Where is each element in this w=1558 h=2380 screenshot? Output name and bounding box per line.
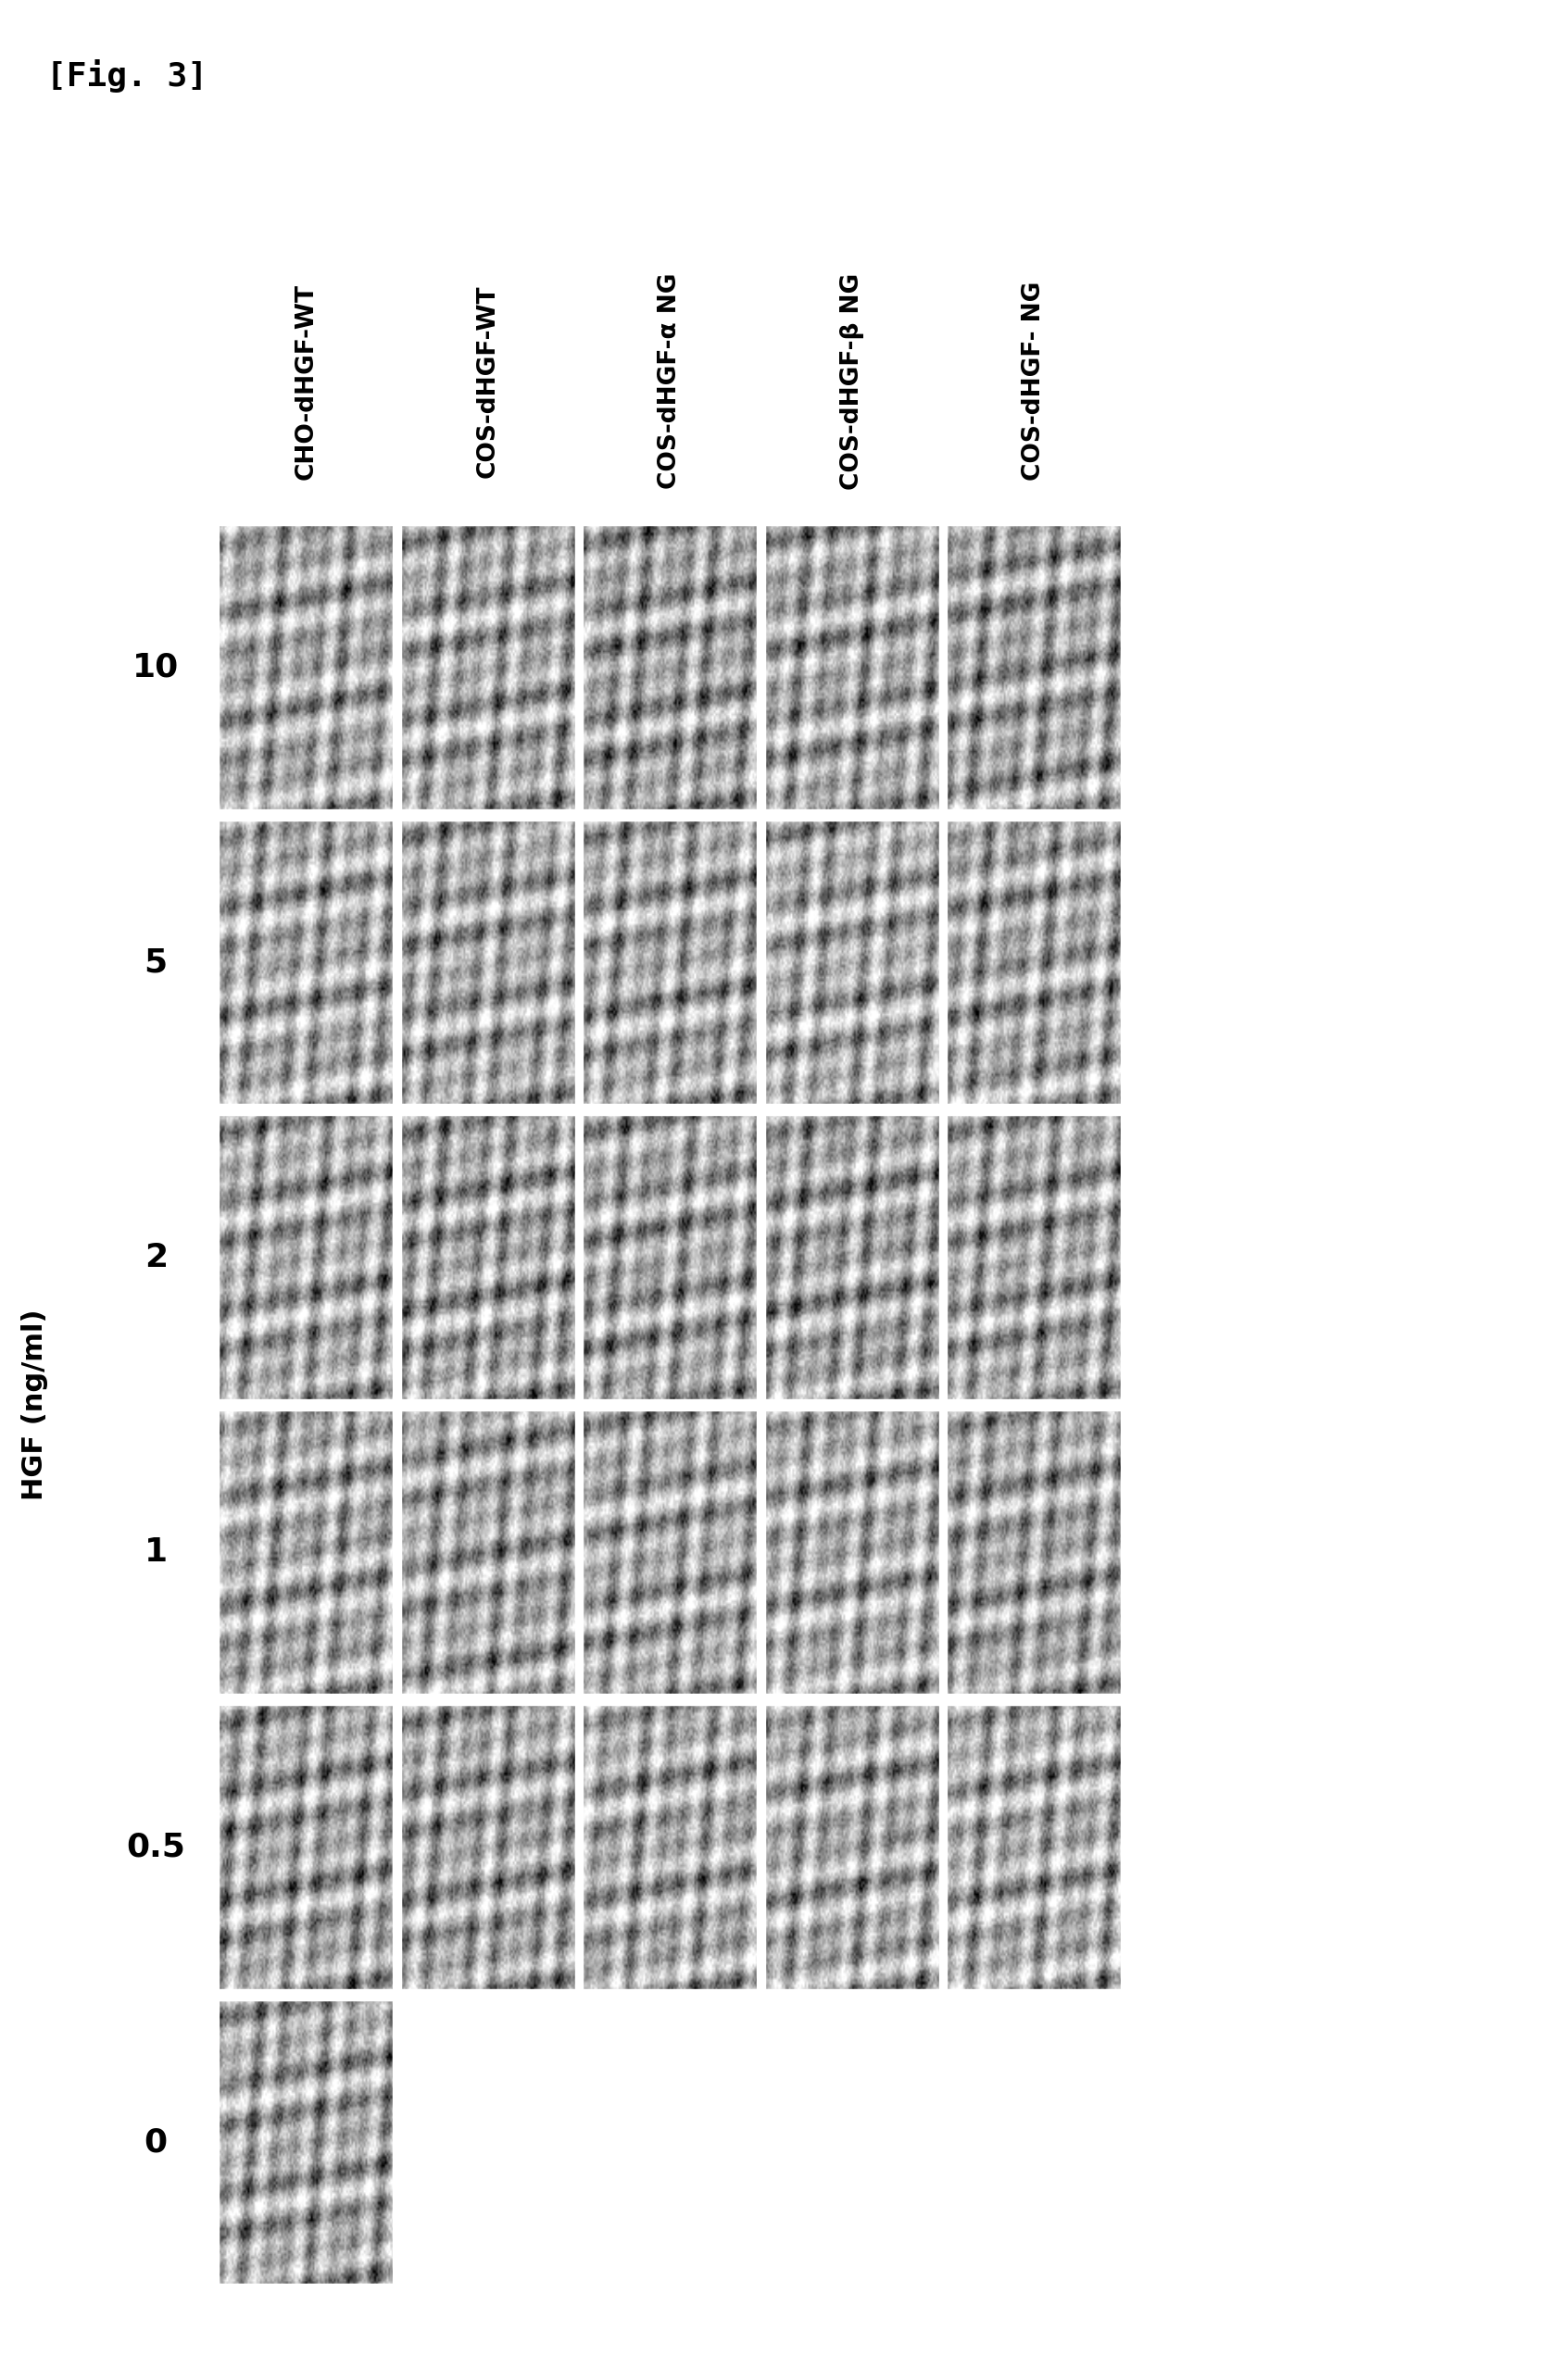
Text: HGF (ng/ml): HGF (ng/ml) [20, 1309, 48, 1499]
Text: 0: 0 [145, 2125, 167, 2159]
Text: COS-dHGF-α NG: COS-dHGF-α NG [657, 274, 682, 490]
Text: COS-dHGF-β NG: COS-dHGF-β NG [840, 274, 865, 490]
Text: [Fig. 3]: [Fig. 3] [47, 60, 207, 93]
Text: 10: 10 [132, 652, 179, 683]
Text: COS-dHGF-WT: COS-dHGF-WT [475, 286, 500, 478]
Text: COS-dHGF- NG: COS-dHGF- NG [1022, 281, 1045, 481]
Text: 2: 2 [145, 1242, 167, 1273]
Text: 1: 1 [145, 1537, 167, 1568]
Text: 5: 5 [145, 947, 167, 978]
Text: 0.5: 0.5 [126, 1830, 185, 1864]
Text: CHO-dHGF-WT: CHO-dHGF-WT [294, 283, 318, 478]
